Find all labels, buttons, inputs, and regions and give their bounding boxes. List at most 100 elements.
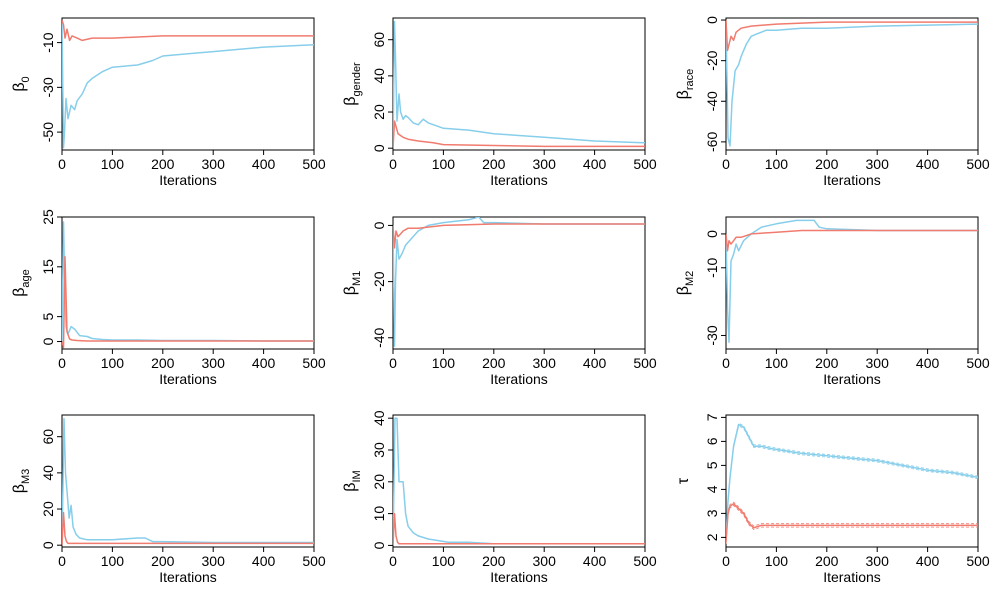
y-axis-symbol: β bbox=[11, 484, 28, 493]
x-tick-label: 300 bbox=[202, 355, 226, 371]
x-tick-label: 100 bbox=[101, 553, 125, 569]
y-axis-label: βrace bbox=[675, 69, 696, 100]
x-tick-label: 0 bbox=[58, 156, 66, 172]
y-axis-symbol: β bbox=[11, 288, 28, 297]
x-tick-label: 300 bbox=[202, 156, 226, 172]
y-tick-label: 0 bbox=[40, 337, 56, 345]
y-axis-label: β0 bbox=[11, 76, 32, 91]
series-line-red bbox=[726, 19, 978, 52]
x-tick-label: 400 bbox=[916, 355, 940, 371]
x-tick-label: 500 bbox=[633, 156, 657, 172]
plot-frame bbox=[392, 216, 646, 350]
y-tick-label: 5 bbox=[40, 313, 56, 321]
series-line-red bbox=[393, 223, 645, 249]
y-tick-label: 40 bbox=[371, 410, 387, 426]
plot-frame bbox=[725, 17, 979, 151]
x-axis-label: Iterations bbox=[823, 172, 881, 188]
x-tick-label: 200 bbox=[815, 156, 839, 172]
y-axis-subscript: M1 bbox=[351, 271, 363, 286]
y-axis-label: βM3 bbox=[11, 469, 32, 493]
y-tick-label: 40 bbox=[371, 68, 387, 84]
y-tick-label: -10 bbox=[704, 257, 720, 277]
series-line-blue bbox=[726, 23, 978, 147]
series-line-red bbox=[726, 503, 978, 543]
y-tick-label: 60 bbox=[40, 429, 56, 445]
y-axis-subscript: IM bbox=[351, 470, 363, 482]
series-line-red bbox=[62, 19, 314, 42]
y-tick-label: -40 bbox=[371, 327, 387, 347]
trace-plot-beta_M1: 0 100 200 300 400 500 -40 -20 0 Iterations βM1 bbox=[342, 216, 657, 387]
y-axis-symbol: β bbox=[342, 286, 359, 295]
series-line-blue bbox=[62, 221, 314, 342]
y-tick-label: -10 bbox=[40, 32, 56, 52]
x-axis-label: Iterations bbox=[490, 569, 548, 585]
x-tick-label: 0 bbox=[722, 355, 730, 371]
y-axis-symbol: τ bbox=[675, 477, 692, 484]
plot-frame bbox=[725, 414, 979, 548]
y-tick-label: -60 bbox=[704, 132, 720, 152]
x-tick-label: 300 bbox=[866, 553, 890, 569]
x-axis-label: Iterations bbox=[159, 569, 217, 585]
x-tick-label: 100 bbox=[432, 355, 456, 371]
y-axis-symbol: β bbox=[342, 483, 359, 492]
x-tick-label: 300 bbox=[533, 156, 557, 172]
x-tick-label: 0 bbox=[722, 553, 730, 569]
x-tick-label: 200 bbox=[482, 156, 506, 172]
y-axis-label: βM2 bbox=[675, 271, 696, 295]
y-tick-label: 15 bbox=[40, 259, 56, 275]
y-axis-subscript: gender bbox=[351, 62, 363, 97]
x-tick-label: 0 bbox=[58, 355, 66, 371]
plot-frame bbox=[61, 216, 315, 350]
x-tick-label: 500 bbox=[302, 156, 326, 172]
y-tick-label: 20 bbox=[371, 474, 387, 490]
series-line-blue bbox=[393, 20, 645, 149]
y-axis-subscript: age bbox=[20, 269, 32, 287]
trace-plot-beta_race: 0 100 200 300 400 500 -60 -40 -20 0 Iterations βrac… bbox=[675, 16, 990, 188]
x-tick-label: 500 bbox=[302, 355, 326, 371]
y-tick-label: 3 bbox=[704, 509, 720, 517]
y-tick-label: 20 bbox=[371, 104, 387, 120]
x-tick-label: 400 bbox=[252, 156, 276, 172]
y-axis-symbol: β bbox=[342, 97, 359, 106]
series-line-blue bbox=[726, 423, 978, 538]
y-axis-subscript: race bbox=[684, 69, 696, 90]
x-tick-label: 0 bbox=[722, 156, 730, 172]
x-tick-label: 100 bbox=[432, 553, 456, 569]
x-tick-label: 500 bbox=[302, 553, 326, 569]
y-axis-label: βM1 bbox=[342, 271, 363, 295]
y-tick-label: 10 bbox=[371, 506, 387, 522]
plot-frame bbox=[725, 216, 979, 350]
x-axis-label: Iterations bbox=[159, 172, 217, 188]
trace-plot-beta_age: 0 100 200 300 400 500 0 5 15 25 Iterations βage bbox=[11, 209, 326, 387]
y-tick-label: 30 bbox=[371, 442, 387, 458]
x-tick-label: 100 bbox=[765, 553, 789, 569]
x-tick-label: 300 bbox=[533, 553, 557, 569]
y-tick-label: 2 bbox=[704, 533, 720, 541]
x-tick-label: 300 bbox=[202, 553, 226, 569]
y-tick-label: 7 bbox=[704, 413, 720, 421]
x-tick-label: 100 bbox=[101, 355, 125, 371]
x-tick-label: 0 bbox=[389, 156, 397, 172]
y-tick-label: 0 bbox=[371, 541, 387, 549]
y-tick-label: 20 bbox=[40, 501, 56, 517]
x-tick-label: 200 bbox=[151, 355, 175, 371]
series-line-blue bbox=[62, 20, 314, 149]
x-tick-label: 300 bbox=[866, 355, 890, 371]
y-axis-subscript: 0 bbox=[20, 76, 32, 82]
x-tick-label: 200 bbox=[482, 355, 506, 371]
x-tick-label: 400 bbox=[583, 156, 607, 172]
y-tick-label: 0 bbox=[704, 16, 720, 24]
y-axis-label: βgender bbox=[342, 62, 363, 106]
x-tick-label: 400 bbox=[916, 156, 940, 172]
y-tick-label: 4 bbox=[704, 485, 720, 493]
plot-frame bbox=[392, 414, 646, 548]
x-axis-label: Iterations bbox=[823, 371, 881, 387]
x-tick-label: 100 bbox=[765, 355, 789, 371]
x-tick-label: 300 bbox=[533, 355, 557, 371]
x-tick-label: 200 bbox=[151, 553, 175, 569]
x-tick-label: 500 bbox=[633, 553, 657, 569]
x-tick-label: 200 bbox=[151, 156, 175, 172]
x-tick-label: 200 bbox=[482, 553, 506, 569]
